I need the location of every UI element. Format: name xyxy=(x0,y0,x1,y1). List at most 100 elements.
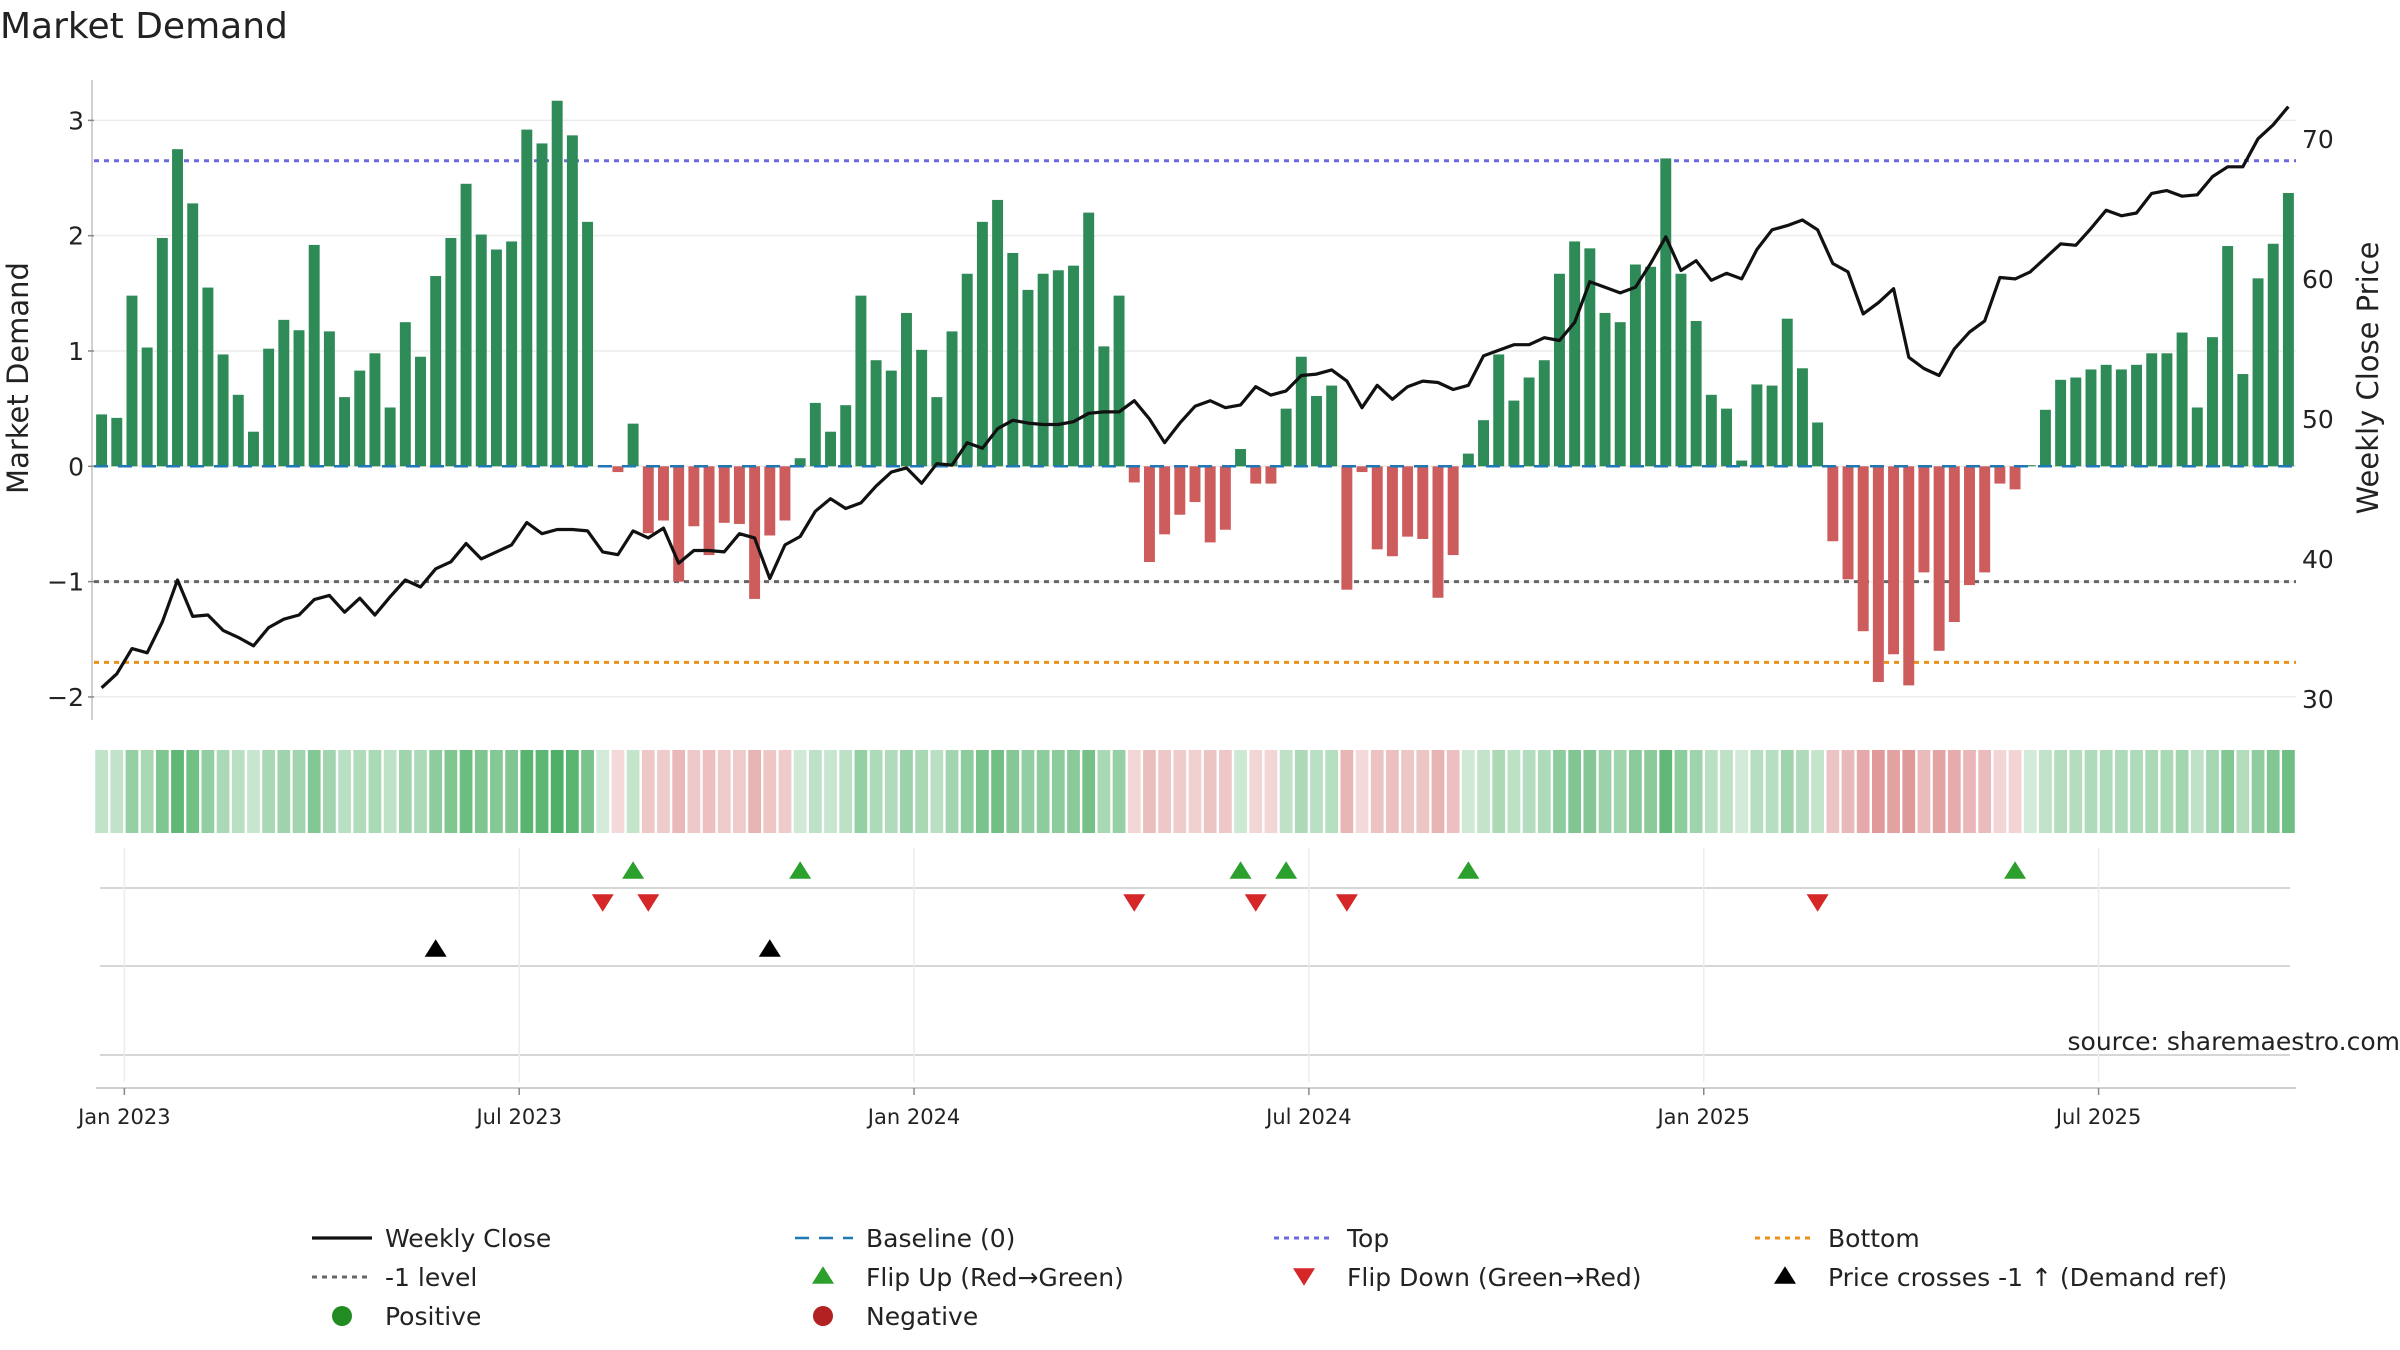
strip-cell xyxy=(2236,750,2250,833)
demand-bar xyxy=(566,135,578,467)
demand-bar xyxy=(490,249,502,467)
demand-bar xyxy=(1493,354,1505,467)
strip-cell xyxy=(1978,750,1992,833)
demand-bar xyxy=(2146,353,2158,467)
strip-cell xyxy=(505,750,518,833)
strip-cell xyxy=(2039,750,2052,833)
demand-bar xyxy=(1842,466,1854,580)
legend-label: Positive xyxy=(385,1302,481,1331)
strip-cell xyxy=(915,750,929,833)
strip-cell xyxy=(839,750,853,833)
strip-cell xyxy=(231,750,245,833)
price-layer xyxy=(100,105,2290,689)
strip-cell xyxy=(2069,750,2083,833)
flip-up-marker xyxy=(622,861,645,879)
strip-cell xyxy=(429,750,443,833)
strip-cell xyxy=(1993,750,2007,833)
demand-bar xyxy=(2237,374,2249,467)
x-tick-label: Jul 2023 xyxy=(474,1105,561,1129)
strip-cell xyxy=(1826,750,1840,833)
demand-bar xyxy=(946,331,958,467)
demand-bar xyxy=(399,322,411,467)
x-tick-label: Jul 2025 xyxy=(2054,1105,2141,1129)
demand-bar xyxy=(1796,368,1808,467)
demand-bar xyxy=(1645,266,1657,467)
strip-cell xyxy=(717,750,731,833)
legend-symbol xyxy=(812,1266,834,1284)
demand-bar xyxy=(354,370,366,467)
demand-bar xyxy=(1356,466,1368,473)
demand-bar xyxy=(2161,353,2173,467)
y-tick-label: −2 xyxy=(47,683,84,712)
legend-symbol xyxy=(1293,1268,1315,1286)
legend-item: Positive xyxy=(332,1302,481,1331)
y-axis-label: Market Demand xyxy=(1,262,35,494)
strip-cell xyxy=(1629,750,1642,833)
y2-tick-label: 50 xyxy=(2302,405,2334,434)
strip-cell xyxy=(657,750,670,833)
legend-label: Bottom xyxy=(1828,1224,1920,1253)
demand-bar xyxy=(1022,289,1034,467)
demand-bar xyxy=(1994,466,2006,484)
legend-item: Top xyxy=(1274,1224,1389,1253)
strip-cell xyxy=(1218,750,1232,833)
flip-up-marker xyxy=(1275,861,1298,879)
y-tick-label: 3 xyxy=(68,106,84,135)
strip-cell xyxy=(808,750,822,833)
demand-bar xyxy=(1462,453,1474,467)
flip-down-marker xyxy=(637,894,660,912)
legend-label: Flip Up (Red→Green) xyxy=(866,1263,1124,1292)
demand-bar xyxy=(733,466,745,524)
strip-cell xyxy=(1431,750,1445,833)
strip-cell xyxy=(353,750,367,833)
strip-cell xyxy=(976,750,989,833)
demand-bar xyxy=(2085,369,2097,467)
demand-bar xyxy=(156,237,168,467)
event-vertical-grid xyxy=(123,848,2100,1082)
strip-cell xyxy=(1340,750,1354,833)
demand-bar xyxy=(2024,465,2036,467)
demand-bar xyxy=(384,407,396,467)
flip-up-marker xyxy=(1229,861,1252,879)
strip-cell xyxy=(216,750,230,833)
demand-bar xyxy=(232,394,244,467)
demand-bar xyxy=(1721,408,1732,467)
demand-bar xyxy=(2009,466,2021,490)
legend-item: Price crosses -1 ↑ (Demand ref) xyxy=(1774,1263,2227,1292)
strip-cell xyxy=(1127,750,1141,833)
demand-bar xyxy=(1402,466,1414,537)
strip-cell xyxy=(2251,750,2265,833)
demand-bar xyxy=(2070,377,2082,467)
legend-symbol xyxy=(1774,1266,1796,1284)
strip-cell xyxy=(2099,750,2113,833)
strip-cell xyxy=(1294,750,1308,833)
demand-bar xyxy=(1690,321,1702,467)
demand-bar xyxy=(1098,346,1110,467)
demand-bar xyxy=(141,347,153,467)
strip-cell xyxy=(733,750,746,833)
demand-bar xyxy=(1432,466,1444,598)
legend-label: Price crosses -1 ↑ (Demand ref) xyxy=(1828,1263,2227,1292)
strip-cell xyxy=(1553,750,1566,833)
strip-cell xyxy=(2114,750,2128,833)
demand-bar xyxy=(1189,466,1201,503)
strip-cell xyxy=(1689,750,1703,833)
demand-bar xyxy=(96,414,108,467)
strip-cell xyxy=(581,750,594,833)
demand-bar xyxy=(1417,466,1429,539)
strip-cell xyxy=(900,750,913,833)
legend-item: Weekly Close xyxy=(312,1224,551,1253)
strip-cell xyxy=(1613,750,1627,833)
strip-cell xyxy=(1158,750,1172,833)
weekly-close-line xyxy=(100,105,2290,689)
legend-item: Bottom xyxy=(1755,1224,1920,1253)
y2-ticks: 70 60 50 40 30 xyxy=(2302,125,2334,714)
demand-bar xyxy=(916,349,928,467)
demand-bar xyxy=(1523,377,1535,467)
strip-cell xyxy=(1067,750,1080,833)
demand-bar xyxy=(1007,252,1019,467)
strip-cell xyxy=(1583,750,1597,833)
strip-cell xyxy=(2190,750,2204,833)
demand-heat-strip xyxy=(95,750,2295,833)
legend-label: -1 level xyxy=(385,1263,477,1292)
